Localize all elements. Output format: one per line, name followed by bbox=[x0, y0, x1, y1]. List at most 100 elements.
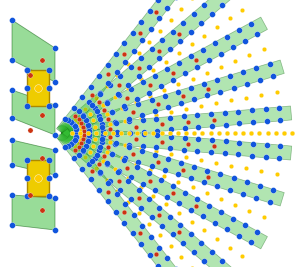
Point bbox=[254, 230, 259, 234]
Point bbox=[240, 7, 245, 12]
Point bbox=[155, 128, 160, 133]
Point bbox=[154, 117, 159, 121]
Point bbox=[140, 149, 144, 153]
Point bbox=[206, 204, 211, 208]
Point bbox=[214, 101, 218, 105]
Point bbox=[214, 25, 219, 29]
Point bbox=[218, 52, 223, 56]
Point bbox=[63, 117, 68, 121]
Point bbox=[250, 154, 254, 158]
Point bbox=[134, 97, 139, 101]
Point bbox=[98, 145, 103, 149]
Point bbox=[126, 83, 130, 87]
Point bbox=[179, 101, 184, 105]
Point bbox=[52, 148, 57, 152]
Point bbox=[52, 46, 57, 50]
Point bbox=[115, 189, 120, 193]
Point bbox=[130, 231, 135, 235]
Point bbox=[126, 179, 130, 183]
Point bbox=[169, 134, 173, 139]
Point bbox=[191, 250, 196, 254]
Point bbox=[228, 74, 232, 78]
Point bbox=[108, 179, 112, 183]
Point bbox=[131, 49, 136, 53]
Point bbox=[274, 90, 279, 94]
Point bbox=[220, 3, 225, 7]
Point bbox=[208, 131, 213, 135]
Point bbox=[139, 242, 144, 246]
Point bbox=[10, 116, 14, 120]
Point bbox=[74, 129, 79, 133]
Point bbox=[78, 127, 82, 132]
Point bbox=[147, 9, 152, 13]
Point bbox=[46, 158, 51, 162]
Point bbox=[126, 86, 130, 90]
Point bbox=[74, 130, 79, 134]
Point bbox=[181, 21, 185, 25]
Point bbox=[52, 173, 57, 177]
Point bbox=[149, 98, 154, 102]
Polygon shape bbox=[12, 140, 55, 175]
Point bbox=[140, 182, 145, 186]
Point bbox=[122, 104, 127, 108]
Point bbox=[209, 12, 214, 16]
Point bbox=[168, 115, 172, 120]
Point bbox=[165, 6, 170, 10]
Point bbox=[114, 130, 119, 134]
Point bbox=[114, 132, 119, 136]
Point bbox=[202, 34, 207, 38]
Point bbox=[102, 154, 106, 158]
Point bbox=[191, 12, 196, 16]
Point bbox=[108, 83, 112, 87]
Point bbox=[179, 7, 184, 11]
Point bbox=[229, 163, 234, 168]
Point bbox=[158, 29, 163, 33]
Point bbox=[249, 131, 254, 135]
Point bbox=[86, 131, 91, 135]
Point bbox=[160, 122, 164, 126]
Point bbox=[89, 93, 94, 97]
Point bbox=[277, 106, 281, 110]
Point bbox=[119, 156, 124, 160]
Point bbox=[115, 170, 120, 174]
Point bbox=[138, 231, 142, 235]
Point bbox=[97, 91, 102, 96]
Point bbox=[194, 204, 199, 208]
Point bbox=[84, 144, 88, 148]
Point bbox=[181, 94, 186, 99]
Point bbox=[105, 189, 110, 194]
Point bbox=[46, 104, 51, 108]
Point bbox=[162, 168, 167, 172]
Point bbox=[209, 250, 214, 254]
Point bbox=[155, 133, 160, 138]
Point bbox=[100, 125, 105, 129]
Point bbox=[80, 149, 85, 153]
Point bbox=[136, 160, 141, 164]
Point bbox=[72, 124, 77, 128]
Point bbox=[123, 119, 128, 123]
Polygon shape bbox=[58, 128, 242, 267]
Point bbox=[250, 120, 255, 124]
Point bbox=[195, 113, 200, 117]
Point bbox=[247, 209, 252, 213]
Point bbox=[196, 137, 201, 141]
Point bbox=[208, 112, 213, 116]
Point bbox=[102, 108, 106, 112]
Point bbox=[176, 51, 181, 55]
Point bbox=[92, 106, 97, 111]
Point bbox=[72, 138, 77, 142]
Point bbox=[78, 134, 82, 139]
Point bbox=[140, 224, 145, 228]
Point bbox=[200, 131, 205, 135]
Point bbox=[206, 87, 211, 91]
Point bbox=[97, 188, 101, 192]
Point bbox=[237, 28, 242, 32]
Point bbox=[175, 172, 180, 176]
Point bbox=[113, 167, 118, 172]
Point bbox=[73, 136, 78, 140]
Point bbox=[222, 111, 227, 115]
Point bbox=[113, 141, 118, 145]
Point bbox=[158, 84, 163, 88]
Point bbox=[140, 38, 145, 42]
Point bbox=[105, 161, 110, 166]
